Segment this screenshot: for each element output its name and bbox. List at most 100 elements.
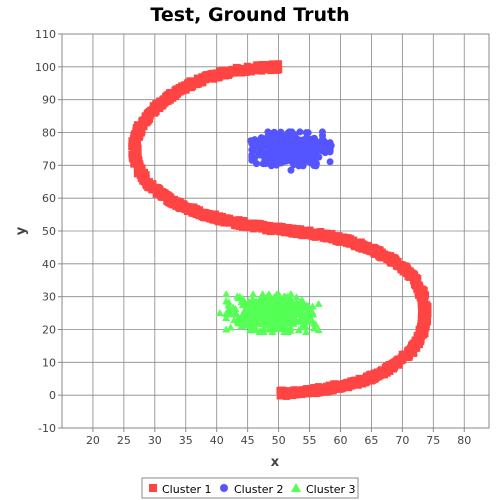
cluster-3-point <box>227 310 236 318</box>
cluster-3-point <box>284 316 293 324</box>
cluster-3-point <box>299 319 308 327</box>
x-tick-label: 40 <box>210 434 224 447</box>
cluster-3-point <box>260 298 269 306</box>
cluster-3-point <box>261 317 270 325</box>
cluster-2-point <box>259 160 267 168</box>
cluster-2-point <box>320 146 328 154</box>
cluster-3-point <box>298 299 307 307</box>
cluster-1-point <box>276 386 284 394</box>
y-tick-label: 30 <box>42 291 56 304</box>
cluster-3-point <box>289 310 298 318</box>
legend: Cluster 1 Cluster 2 Cluster 3 <box>141 477 359 499</box>
cluster-2-point <box>286 135 294 143</box>
cluster-3-point <box>255 304 264 312</box>
cluster-3-point <box>308 302 317 310</box>
y-tick-label: 70 <box>42 159 56 172</box>
cluster-2-point <box>248 146 256 154</box>
cluster-2-point <box>304 129 312 137</box>
legend-marker-cluster-2 <box>220 484 228 492</box>
legend-label-cluster-2: Cluster 2 <box>234 483 284 496</box>
x-tick-label: 75 <box>426 434 440 447</box>
cluster-3-point <box>255 312 264 320</box>
cluster-3-point <box>298 315 307 323</box>
x-tick-label: 50 <box>272 434 286 447</box>
cluster-2-point <box>303 142 311 150</box>
x-tick-label: 20 <box>86 434 100 447</box>
cluster-3-point <box>302 327 311 335</box>
x-axis-label: x <box>271 455 280 470</box>
x-tick-label: 30 <box>148 434 162 447</box>
cluster-2-point <box>313 145 321 153</box>
axis-ticks: 20 25 30 35 40 45 50 55 60 65 70 75 80 -10 0 10 20 30 40 50… <box>35 28 471 447</box>
y-tick-label: 50 <box>42 225 56 238</box>
x-tick-label: 70 <box>395 434 409 447</box>
cluster-3-point <box>249 290 258 298</box>
cluster-2-point <box>261 142 269 150</box>
cluster-3-point <box>222 325 231 333</box>
cluster-2-point <box>256 151 264 159</box>
cluster-3-point <box>260 306 269 314</box>
cluster-2-point <box>247 137 255 145</box>
cluster-3-point <box>310 324 319 332</box>
cluster-3-point <box>271 297 280 305</box>
cluster-1-point <box>410 349 418 357</box>
legend-marker-cluster-1 <box>149 484 157 492</box>
legend-label-cluster-1: Cluster 1 <box>162 483 212 496</box>
cluster-3-point <box>288 300 297 308</box>
cluster-3-point <box>237 322 246 330</box>
cluster-2-point <box>302 149 310 157</box>
cluster-2-point <box>272 156 280 164</box>
cluster-3-point <box>264 290 273 298</box>
cluster-3-point <box>272 290 281 298</box>
cluster-3-point <box>314 299 323 307</box>
cluster-3-point <box>254 318 263 326</box>
y-axis-label: y <box>14 226 29 235</box>
cluster-2-point <box>306 154 314 162</box>
cluster-3-point <box>222 313 231 321</box>
cluster-2-point <box>326 158 334 166</box>
y-tick-label: 10 <box>42 356 56 369</box>
cluster-3-point <box>272 324 281 332</box>
cluster-3-point <box>248 309 257 317</box>
cluster-2-point <box>327 142 335 150</box>
y-tick-label: 80 <box>42 127 56 140</box>
cluster-3-point <box>314 326 323 334</box>
cluster-3-point <box>282 306 291 314</box>
cluster-3-point <box>245 318 254 326</box>
cluster-2-point <box>287 146 295 154</box>
cluster-2-point <box>280 148 288 156</box>
cluster-3-point <box>311 320 320 328</box>
cluster-3-point <box>234 294 243 302</box>
cluster-3-point <box>250 324 259 332</box>
cluster-3-point <box>256 327 265 335</box>
data-points <box>128 60 432 400</box>
legend-box <box>141 477 359 499</box>
cluster-3-point <box>240 301 249 309</box>
y-tick-label: 110 <box>35 28 56 41</box>
legend-marker-cluster-3 <box>291 483 301 492</box>
cluster-2-point <box>312 138 320 146</box>
cluster-2-point <box>278 133 286 141</box>
cluster-2-point <box>253 160 261 168</box>
cluster-3-point <box>229 303 238 311</box>
cluster-3-point <box>286 326 295 334</box>
cluster-2-point <box>315 153 323 161</box>
cluster-3-point <box>226 323 235 331</box>
y-tick-label: 60 <box>42 192 56 205</box>
cluster-2-point <box>287 166 295 174</box>
cluster-3-point <box>306 315 315 323</box>
cluster-3-point <box>260 302 269 310</box>
x-tick-label: 65 <box>364 434 378 447</box>
cluster-3-point <box>275 309 284 317</box>
cluster-3-point <box>289 319 298 327</box>
y-tick-label: 0 <box>49 389 56 402</box>
x-tick-label: 45 <box>241 434 255 447</box>
chart-title: Test, Ground Truth <box>150 4 349 26</box>
cluster-3-point <box>215 309 224 317</box>
cluster-3-point <box>273 317 282 325</box>
y-tick-label: 100 <box>35 61 56 74</box>
cluster-2-point <box>267 162 275 170</box>
y-tick-label: -10 <box>38 422 56 435</box>
cluster-2-point <box>312 159 320 167</box>
